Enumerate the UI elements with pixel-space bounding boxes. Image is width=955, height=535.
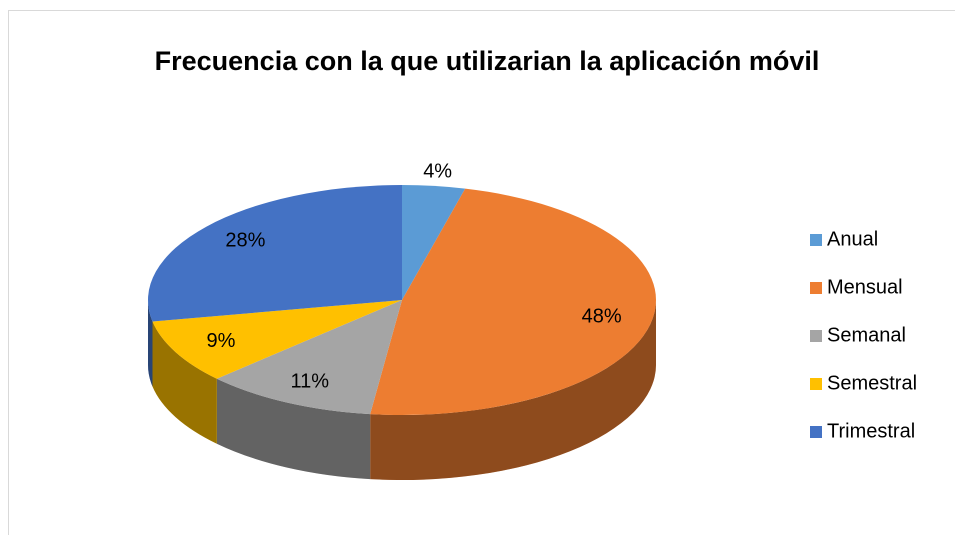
data-label: 48%	[582, 306, 622, 328]
chart-border	[8, 10, 955, 535]
slice-side-shade	[148, 300, 153, 387]
data-label: 9%	[206, 330, 235, 352]
legend-label: Semestral	[827, 372, 917, 394]
chart-title: Frecuencia con la que utilizarian la apl…	[154, 46, 820, 76]
legend-label: Anual	[827, 228, 878, 250]
legend-swatch	[810, 378, 822, 390]
legend-swatch	[810, 330, 822, 342]
data-label: 28%	[225, 230, 265, 252]
data-label: 4%	[423, 160, 452, 182]
slice	[402, 185, 466, 300]
slice-side	[152, 321, 217, 444]
legend-swatch	[810, 234, 822, 246]
legend-swatch	[810, 426, 822, 438]
data-label: 11%	[290, 370, 329, 392]
slice	[370, 188, 656, 416]
legend-label: Mensual	[827, 276, 903, 298]
slice	[152, 300, 402, 379]
slice-side	[148, 300, 153, 387]
slice-side	[370, 300, 656, 480]
legend-label: Semanal	[827, 324, 906, 346]
slice-side-shade	[370, 300, 656, 480]
slice-side	[216, 378, 371, 480]
slice	[216, 300, 402, 415]
slice-side-shade	[152, 321, 217, 444]
slice-side-shade	[216, 378, 371, 480]
legend-swatch	[810, 282, 822, 294]
slice	[147, 185, 402, 322]
legend-label: Trimestral	[827, 420, 915, 442]
